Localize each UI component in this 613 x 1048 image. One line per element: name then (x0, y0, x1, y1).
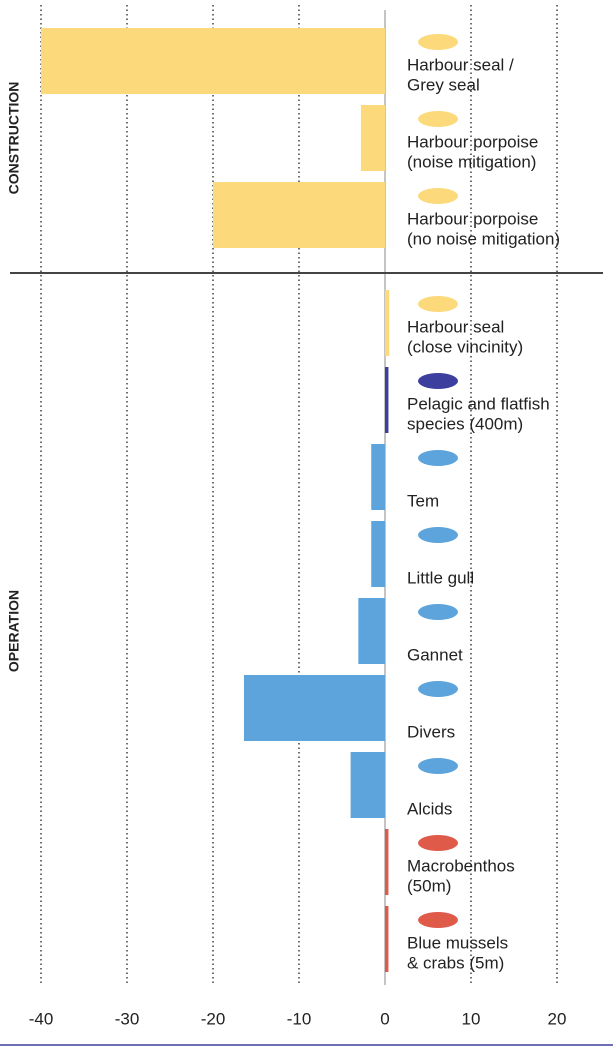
category-label: & crabs (5m) (407, 953, 504, 972)
category-label: Harbour seal / (407, 55, 514, 74)
icon (418, 296, 458, 312)
category-label: Pelagic and flatfish (407, 394, 550, 413)
bar (371, 521, 385, 587)
bar (350, 752, 385, 818)
category-label: (50m) (407, 876, 451, 895)
x-tick-label: -30 (115, 1009, 140, 1028)
x-tick-label: -10 (287, 1009, 312, 1028)
category-label: Blue mussels (407, 933, 508, 952)
bar (385, 906, 389, 972)
icon (418, 450, 458, 466)
x-tick-label: 10 (462, 1009, 481, 1028)
category-label: Little gull (407, 568, 474, 587)
group-label: CONSTRUCTION (6, 82, 22, 195)
bar (360, 105, 385, 171)
category-label: species (400m) (407, 414, 523, 433)
category-label: Harbour seal (407, 317, 504, 336)
bar (243, 675, 385, 741)
category-label: Harbour porpoise (407, 132, 538, 151)
icon (418, 34, 458, 50)
category-label: Harbour porpoise (407, 209, 538, 228)
icon (418, 188, 458, 204)
category-label: Tem (407, 491, 439, 510)
category-label: (noise mitigation) (407, 152, 536, 171)
category-label: Divers (407, 722, 455, 741)
bar (213, 182, 385, 248)
category-label: Alcids (407, 799, 452, 818)
icon (418, 111, 458, 127)
icon (418, 835, 458, 851)
icon (418, 681, 458, 697)
category-label: (no noise mitigation) (407, 229, 560, 248)
x-tick-label: -40 (29, 1009, 54, 1028)
category-label: Macrobenthos (407, 856, 515, 875)
bar (385, 367, 389, 433)
bar (41, 28, 385, 94)
icon (418, 604, 458, 620)
group-label: OPERATION (6, 590, 22, 672)
bar (385, 290, 390, 356)
icon (418, 912, 458, 928)
icon (418, 373, 458, 389)
x-tick-label: 20 (548, 1009, 567, 1028)
icon (418, 758, 458, 774)
bar (358, 598, 385, 664)
x-tick-label: -20 (201, 1009, 226, 1028)
bar (385, 829, 389, 895)
icon (418, 527, 458, 543)
x-tick-label: 0 (380, 1009, 389, 1028)
bar (371, 444, 385, 510)
category-label: (close vincinity) (407, 337, 523, 356)
category-label: Gannet (407, 645, 463, 664)
category-label: Grey seal (407, 75, 480, 94)
